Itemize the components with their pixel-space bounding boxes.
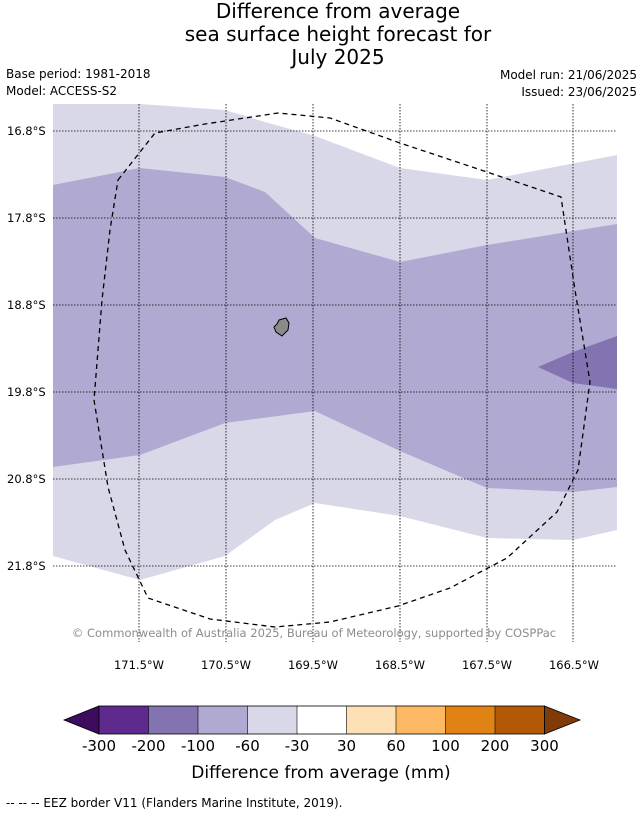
colorbar-tick: 60	[386, 737, 405, 755]
colorbar-extend-high	[544, 705, 582, 735]
colorbar-tick: -200	[131, 737, 165, 755]
title-line-1: Difference from average	[215, 0, 461, 23]
colorbar-dividers	[148, 706, 496, 734]
colorbar-tick: -60	[235, 737, 260, 755]
meta-right: Model run: 21/06/2025 Issued: 23/06/2025	[500, 67, 637, 101]
lat-label: 20.8°S	[7, 472, 46, 486]
lon-label: 169.5°W	[288, 658, 338, 672]
lat-labels: 16.8°S 17.8°S 18.8°S 19.8°S 20.8°S 21.8°…	[7, 124, 46, 573]
copyright-notice: © Commonwealth of Australia 2025, Bureau…	[72, 626, 556, 640]
colorbar-tick: -30	[285, 737, 310, 755]
colorbar-tick: 100	[431, 737, 460, 755]
title-line-3: July 2025	[291, 45, 385, 69]
colorbar-swatch	[99, 706, 149, 734]
colorbar-tick: 200	[481, 737, 510, 755]
anomaly-field	[53, 104, 617, 580]
map-title: Difference from average sea surface heig…	[0, 0, 644, 69]
colorbar-outline	[98, 705, 545, 735]
model-run: Model run: 21/06/2025	[499, 68, 637, 82]
lon-label: 168.5°W	[375, 658, 425, 672]
title-line-2: sea surface height forecast for	[184, 22, 492, 46]
colorbar-swatch	[198, 706, 248, 734]
colorbar-swatch	[247, 706, 297, 734]
colorbar-label: Difference from average (mm)	[191, 763, 450, 783]
graticule	[53, 104, 617, 642]
colorbar-swatch	[396, 706, 446, 734]
band-neg100-neg60	[53, 168, 617, 492]
colorbar-tick: -300	[82, 737, 116, 755]
band-neg200-neg100	[538, 336, 617, 389]
lat-label: 17.8°S	[7, 211, 46, 225]
island-land	[273, 317, 290, 337]
lon-label: 171.5°W	[114, 658, 164, 672]
lon-label: 166.5°W	[549, 658, 599, 672]
eez-legend-note: -- -- -- EEZ border V11 (Flanders Marine…	[6, 796, 343, 810]
lat-label: 21.8°S	[7, 559, 46, 573]
meta-left: Base period: 1981-2018 Model: ACCESS-S2	[6, 66, 151, 100]
model-name: Model: ACCESS-S2	[6, 84, 118, 98]
colorbar-swatch	[445, 706, 495, 734]
colorbar-swatch	[148, 706, 198, 734]
colorbar: -300 -200 -100 -60 -30 30 60 100 200 300…	[62, 705, 582, 783]
colorbar-swatch	[297, 706, 347, 734]
colorbar-ticks: -300 -200 -100 -60 -30 30 60 100 200 300	[82, 737, 559, 755]
eez-border	[93, 112, 591, 628]
lat-label: 16.8°S	[7, 124, 46, 138]
colorbar-swatch	[346, 706, 396, 734]
lon-label: 170.5°W	[201, 658, 251, 672]
lon-label: 167.5°W	[462, 658, 512, 672]
colorbar-tick: 300	[530, 737, 559, 755]
colorbar-tick: -100	[181, 737, 215, 755]
lat-label: 18.8°S	[7, 298, 46, 312]
lat-label: 19.8°S	[7, 385, 46, 399]
colorbar-extend-low	[62, 705, 100, 735]
colorbar-tick: 30	[337, 737, 356, 755]
colorbar-swatch	[495, 706, 545, 734]
base-period: Base period: 1981-2018	[6, 67, 151, 81]
issued-date: Issued: 23/06/2025	[521, 85, 637, 99]
lon-labels: 171.5°W 170.5°W 169.5°W 168.5°W 167.5°W …	[114, 658, 599, 672]
